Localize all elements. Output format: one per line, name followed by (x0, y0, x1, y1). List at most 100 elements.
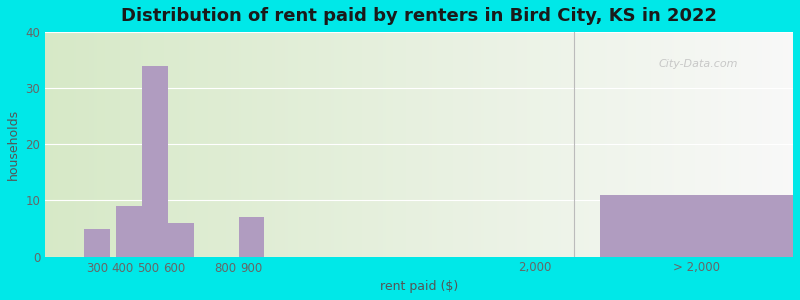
Bar (295, 32, 298, 256)
Bar (510, 32, 512, 256)
Bar (690, 32, 693, 256)
Bar (208, 32, 210, 256)
Bar (752, 32, 754, 256)
Bar (259, 32, 262, 256)
Bar (470, 32, 474, 256)
Bar (350, 32, 352, 256)
Bar (246, 32, 249, 256)
Bar (422, 32, 424, 256)
Bar (267, 32, 270, 256)
Bar (198, 32, 200, 256)
Bar (527, 32, 530, 256)
Bar (265, 32, 267, 256)
Bar (406, 32, 409, 256)
Bar (314, 32, 316, 256)
Bar (398, 32, 401, 256)
Bar (530, 32, 533, 256)
Bar (693, 32, 695, 256)
Bar (154, 32, 156, 256)
Bar (290, 32, 293, 256)
Bar (55, 32, 58, 256)
Bar (82, 32, 84, 256)
Bar (308, 32, 311, 256)
Bar (674, 32, 677, 256)
Bar (92, 32, 94, 256)
Bar (48, 32, 50, 256)
Bar (563, 32, 566, 256)
Bar (396, 32, 398, 256)
X-axis label: rent paid ($): rent paid ($) (380, 280, 458, 293)
Bar (352, 32, 354, 256)
Bar (788, 32, 790, 256)
Bar (141, 32, 143, 256)
Bar (270, 32, 272, 256)
Bar (592, 32, 594, 256)
Bar (254, 32, 257, 256)
Bar (687, 32, 690, 256)
Bar (586, 32, 590, 256)
Bar (306, 32, 308, 256)
Bar (74, 32, 76, 256)
Bar (221, 32, 223, 256)
Bar (358, 32, 360, 256)
Bar (278, 32, 280, 256)
Bar (168, 223, 194, 256)
Bar (337, 32, 339, 256)
Bar (484, 32, 486, 256)
Bar (497, 32, 499, 256)
Bar (162, 32, 164, 256)
Bar (731, 32, 734, 256)
Bar (481, 32, 484, 256)
Bar (630, 32, 633, 256)
Bar (638, 32, 641, 256)
Bar (143, 32, 146, 256)
Bar (231, 32, 234, 256)
Bar (706, 32, 708, 256)
Bar (84, 32, 86, 256)
Bar (365, 32, 367, 256)
Bar (213, 32, 215, 256)
Bar (538, 32, 540, 256)
Bar (643, 32, 646, 256)
Bar (185, 32, 187, 256)
Bar (590, 32, 592, 256)
Bar (102, 32, 105, 256)
Bar (757, 32, 759, 256)
Bar (607, 32, 610, 256)
Bar (205, 32, 208, 256)
Bar (99, 32, 102, 256)
Bar (210, 32, 213, 256)
Bar (577, 32, 579, 256)
Bar (419, 32, 422, 256)
Bar (666, 32, 670, 256)
Bar (662, 32, 664, 256)
Bar (679, 32, 682, 256)
Bar (445, 32, 447, 256)
Y-axis label: households: households (7, 109, 20, 180)
Bar (63, 32, 66, 256)
Bar (169, 32, 171, 256)
Bar (166, 32, 169, 256)
Bar (249, 32, 251, 256)
Bar (331, 32, 334, 256)
Bar (626, 32, 628, 256)
Bar (721, 32, 723, 256)
Bar (301, 32, 303, 256)
Bar (659, 32, 662, 256)
Bar (280, 32, 282, 256)
Bar (234, 32, 236, 256)
Bar (148, 32, 151, 256)
Bar (238, 217, 265, 256)
Bar (128, 32, 130, 256)
Bar (321, 32, 324, 256)
Bar (636, 32, 638, 256)
Bar (507, 32, 510, 256)
Bar (122, 32, 125, 256)
Bar (120, 32, 122, 256)
Bar (432, 32, 434, 256)
Bar (656, 32, 659, 256)
Bar (388, 32, 390, 256)
Bar (427, 32, 430, 256)
Bar (450, 32, 453, 256)
Bar (344, 32, 347, 256)
